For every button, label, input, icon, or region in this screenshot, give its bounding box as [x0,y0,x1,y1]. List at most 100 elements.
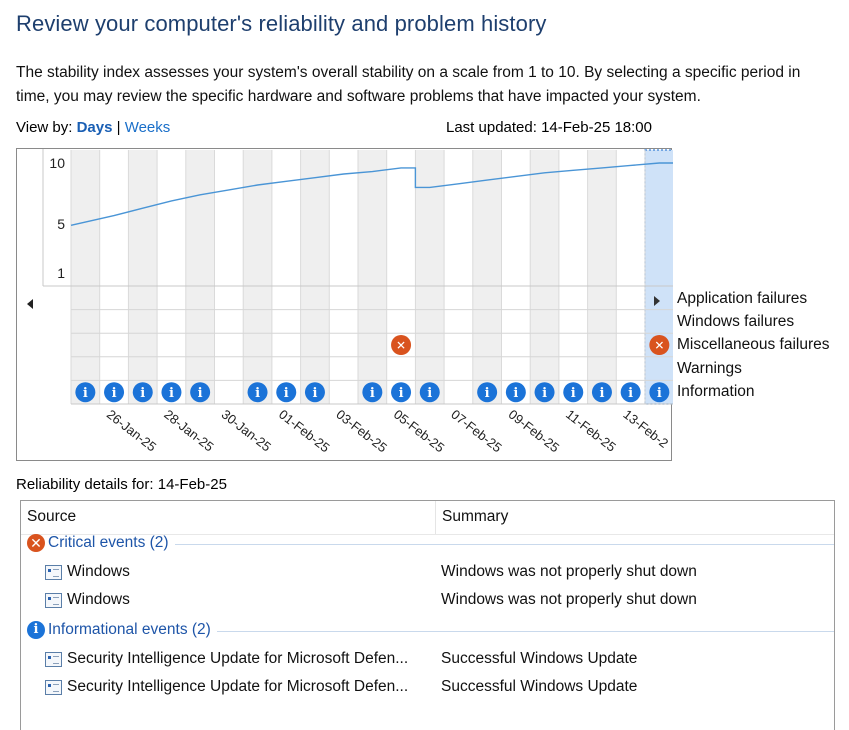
reliability-chart-svg[interactable]: 10 5 1 ✕ ✕ i i i i i i i i i i i i i i i i i i 26-Jan-25 28-Jan-… [17,149,673,462]
info-icon: i [169,386,174,401]
windows-app-icon [45,593,62,608]
date-label: 11-Feb-25 [563,407,619,455]
info-icon: i [513,386,518,401]
view-weeks-link[interactable]: Weeks [124,119,171,136]
group-divider [216,630,834,632]
info-icon: i [599,386,604,401]
view-by-bar: View by: Days | Weeks [16,119,170,136]
column-header-summary[interactable]: Summary [442,508,509,525]
information-marker [591,382,612,403]
information-marker [391,382,412,403]
last-updated: Last updated: 14-Feb-25 18:00 [446,119,652,136]
information-marker [620,382,641,403]
information-marker [276,382,297,403]
legend-item: Information [677,382,755,400]
stability-line [70,162,673,227]
info-icon: i [255,386,260,401]
y-tick-label: 10 [49,155,65,171]
view-days-link[interactable]: Days [76,119,113,136]
table-row[interactable]: Windows Windows was not properly shut do… [45,590,834,612]
info-icon: i [284,386,289,401]
date-label: 26-Jan-25 [104,407,159,455]
header-divider [21,534,834,535]
info-icon: i [370,386,375,401]
selected-day-column[interactable] [644,149,673,405]
scroll-right-icon[interactable] [654,296,660,306]
windows-app-icon [45,680,62,695]
info-icon: i [571,386,576,401]
info-icon: i [399,386,404,401]
view-separator: | [116,119,121,136]
table-row[interactable]: Security Intelligence Update for Microso… [45,649,834,671]
page-description: The stability index assesses your system… [16,64,801,105]
day-column-shade [415,150,445,404]
information-marker [362,382,383,403]
windows-app-icon [45,565,62,580]
information-marker [419,382,440,403]
day-column-shade [587,150,617,404]
info-icon: i [427,386,432,401]
information-marker [534,382,555,403]
legend-item: Windows failures [677,313,795,331]
row-summary: Windows was not properly shut down [441,563,697,580]
info-icon: i [83,386,88,401]
information-marker [505,382,526,403]
group-divider [174,543,834,545]
row-summary: Successful Windows Update [441,678,638,695]
table-row[interactable]: Security Intelligence Update for Microso… [45,677,834,699]
info-icon: i [657,386,662,401]
legend-item: Miscellaneous failures [677,336,830,354]
y-tick-label: 5 [57,216,65,232]
misc-failure-marker [649,335,670,355]
info-icon: i [485,386,490,401]
day-column-shade [243,150,272,404]
date-label: 03-Feb-25 [333,407,390,456]
row-summary: Windows was not properly shut down [441,591,697,608]
information-marker [132,382,153,403]
row-source: Security Intelligence Update for Microso… [67,678,409,695]
information-marker [304,382,325,403]
info-icon: i [312,386,317,401]
reliability-details-label: Reliability details for: 14-Feb-25 [16,476,227,493]
column-header-source[interactable]: Source [27,508,77,525]
reliability-chart: 10 5 1 ✕ ✕ i i i i i i i i i i i i i i i i i i 26-Jan-25 28-Jan-… [16,148,673,462]
legend-item: Application failures [677,290,808,307]
group-informational-events[interactable]: i Informational events (2) [27,621,834,639]
legend-item: Warnings [677,359,742,377]
group-informational-label: Informational events (2) [48,621,211,638]
date-label: 01-Feb-25 [276,407,333,456]
table-row[interactable]: Windows Windows was not properly shut do… [45,562,834,584]
date-label: 05-Feb-25 [391,407,448,456]
group-critical-events[interactable]: ✕ Critical events (2) [27,534,834,552]
day-column-shade [530,150,559,404]
y-tick-label: 1 [57,265,65,281]
date-label: 07-Feb-25 [448,407,505,456]
info-icon: i [140,386,145,401]
scroll-left-icon[interactable] [27,299,33,309]
information-marker [161,382,182,403]
day-column-shade [358,150,387,404]
row-summary: Successful Windows Update [441,650,638,667]
date-label: 28-Jan-25 [161,407,216,455]
date-label: 09-Feb-25 [506,407,563,456]
info-icon: i [27,621,45,639]
group-critical-label: Critical events (2) [48,534,169,551]
info-icon: i [198,386,203,401]
error-x-icon: ✕ [396,339,406,353]
error-x-icon: ✕ [654,339,664,353]
row-source: Security Intelligence Update for Microso… [67,650,409,667]
information-marker [247,382,268,403]
day-column-shade [472,150,502,404]
info-icon: i [628,386,633,401]
info-icon: i [112,386,117,401]
information-marker [649,382,670,403]
day-column-shade [71,150,100,404]
information-marker [563,382,584,403]
day-column-shade [300,150,330,404]
information-marker [75,382,96,403]
events-list[interactable]: Source Summary ✕ Critical events (2) Win… [20,500,835,730]
error-x-icon: ✕ [27,534,45,552]
misc-failure-marker [391,335,412,355]
information-marker [477,382,498,403]
column-separator [435,501,436,534]
